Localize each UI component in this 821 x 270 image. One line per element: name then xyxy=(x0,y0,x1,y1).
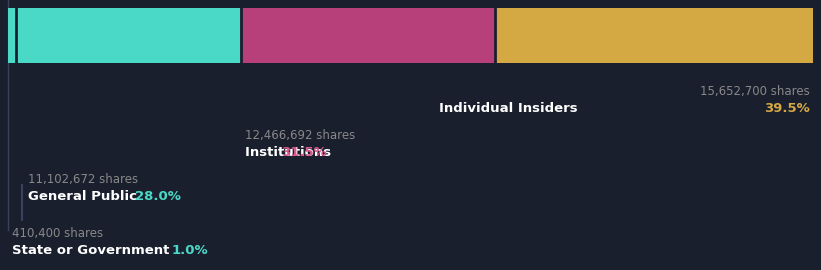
Text: 31.5%: 31.5% xyxy=(281,146,327,158)
Text: 11,102,672 shares: 11,102,672 shares xyxy=(28,174,138,187)
Text: General Public: General Public xyxy=(28,190,142,202)
Bar xyxy=(241,8,495,63)
Bar xyxy=(16,8,241,63)
Text: State or Government: State or Government xyxy=(12,244,174,256)
Bar xyxy=(8,8,16,63)
Text: Institutions: Institutions xyxy=(245,146,336,158)
Text: 12,466,692 shares: 12,466,692 shares xyxy=(245,130,355,143)
Text: 39.5%: 39.5% xyxy=(764,102,810,114)
Text: 1.0%: 1.0% xyxy=(172,244,208,256)
Text: 15,652,700 shares: 15,652,700 shares xyxy=(700,86,810,99)
Text: Individual Insiders: Individual Insiders xyxy=(438,102,582,114)
Text: 28.0%: 28.0% xyxy=(135,190,181,202)
Text: 410,400 shares: 410,400 shares xyxy=(12,228,103,241)
Bar xyxy=(495,8,813,63)
